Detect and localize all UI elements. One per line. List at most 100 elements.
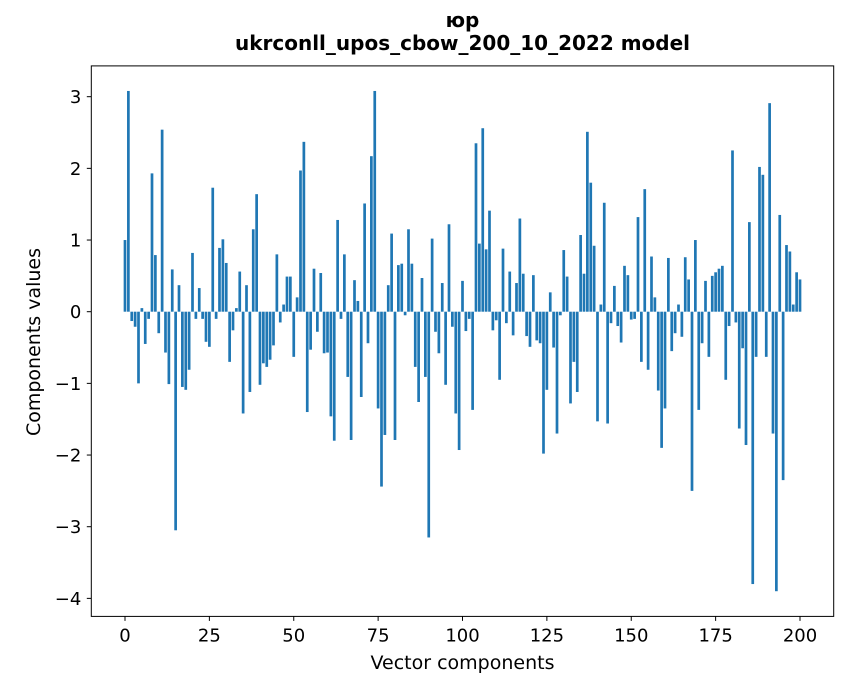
bar — [697, 311, 701, 410]
bar — [181, 311, 184, 387]
bar — [123, 240, 127, 312]
bar — [683, 257, 687, 312]
bar — [592, 245, 596, 312]
bar — [174, 311, 177, 531]
bar — [241, 311, 245, 414]
bar — [474, 143, 478, 312]
bar — [289, 276, 292, 312]
bar — [437, 311, 441, 354]
y-tick-label: 1 — [70, 231, 81, 252]
axes-frame — [90, 65, 835, 617]
y-tick-label: 2 — [70, 159, 81, 180]
x-tick-label: 0 — [119, 625, 130, 646]
bar — [164, 311, 167, 353]
x-tick-label: 50 — [282, 625, 305, 646]
bar — [140, 308, 144, 312]
bar — [282, 304, 285, 312]
bar — [613, 285, 616, 312]
bar — [609, 311, 613, 324]
bar — [245, 285, 248, 312]
bar — [717, 268, 721, 312]
bar — [761, 174, 765, 312]
bar — [251, 229, 255, 312]
bar — [147, 311, 150, 319]
bar — [616, 311, 620, 327]
bar — [764, 311, 768, 357]
bar — [795, 272, 798, 312]
bar — [407, 229, 410, 312]
y-tick-label: 3 — [70, 87, 81, 108]
bar — [309, 311, 312, 350]
bar — [707, 311, 711, 357]
bar — [656, 311, 660, 391]
bar — [471, 311, 474, 410]
bar — [700, 311, 704, 344]
bar — [191, 252, 194, 312]
bar — [542, 311, 545, 454]
bar — [768, 103, 771, 312]
bar — [400, 263, 404, 312]
bar — [430, 238, 434, 312]
bar — [214, 311, 218, 319]
bar — [670, 311, 674, 352]
bar — [771, 311, 775, 434]
bar — [130, 311, 134, 322]
bar — [211, 187, 215, 312]
bar — [532, 275, 535, 312]
bar — [673, 311, 677, 334]
bar — [397, 265, 400, 312]
bar — [694, 240, 697, 312]
bar — [224, 262, 228, 312]
bar — [751, 311, 755, 585]
bar — [484, 249, 488, 312]
bar — [457, 311, 461, 451]
bar — [302, 141, 306, 312]
bar — [791, 304, 795, 312]
bar — [690, 311, 694, 491]
bar — [434, 311, 437, 332]
bar — [677, 304, 680, 312]
bar — [336, 219, 339, 312]
bar — [278, 311, 282, 323]
bar — [565, 276, 569, 312]
bar — [775, 311, 778, 592]
bar — [258, 311, 262, 385]
bar — [464, 311, 468, 332]
bar — [157, 311, 161, 334]
bar — [353, 280, 356, 312]
bar — [326, 311, 329, 353]
bar — [508, 271, 512, 312]
x-tick-label: 100 — [445, 625, 479, 646]
y-tick-label: −3 — [55, 517, 82, 538]
bar — [228, 311, 231, 362]
y-tick-label: −2 — [55, 446, 82, 467]
bar — [748, 222, 751, 312]
bar — [586, 131, 589, 312]
bar — [231, 311, 235, 331]
bar — [525, 311, 528, 337]
bar — [623, 265, 626, 312]
bar — [295, 297, 299, 312]
bar — [127, 90, 130, 312]
bar — [424, 311, 427, 377]
bar — [653, 297, 657, 312]
bar — [579, 235, 582, 312]
bar — [589, 182, 593, 312]
chart-title-model: ukrconll_upos_cbow_200_10_2022 model — [234, 31, 691, 55]
x-tick-label: 75 — [367, 625, 390, 646]
bar — [704, 280, 707, 312]
bar — [491, 311, 495, 331]
x-tick-label: 25 — [198, 625, 221, 646]
bar — [727, 311, 731, 327]
bar — [410, 263, 414, 312]
bar — [238, 271, 242, 312]
bar — [663, 311, 667, 409]
bar — [521, 273, 525, 312]
bar — [160, 129, 164, 312]
bar — [299, 170, 302, 312]
bar — [494, 311, 498, 321]
bar — [137, 311, 140, 384]
bar — [272, 311, 275, 346]
y-tick-label: 0 — [70, 302, 81, 323]
bar — [255, 194, 258, 312]
